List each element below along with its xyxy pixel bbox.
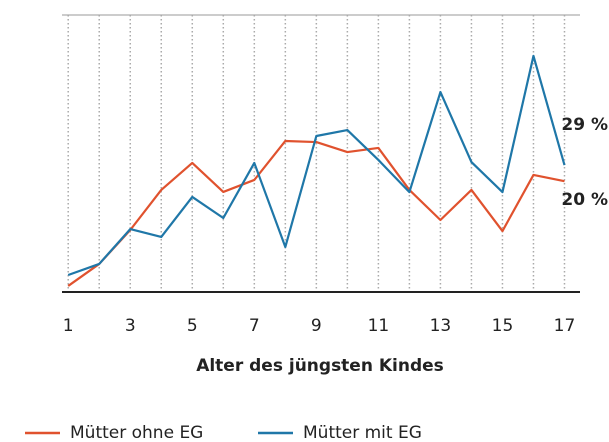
x-tick-label: 5	[187, 316, 198, 336]
x-tick-label: 13	[430, 316, 452, 336]
series-line	[67, 54, 566, 277]
x-axis-label: Alter des jüngsten Kindes	[196, 356, 444, 376]
x-tick-label: 11	[368, 316, 390, 336]
x-tick-label: 1	[63, 316, 74, 336]
legend-label: Mütter ohne EG	[70, 423, 203, 442]
x-tick-label: 7	[249, 316, 260, 336]
legend-label: Mütter mit EG	[303, 423, 422, 442]
x-tick-label: 15	[492, 316, 514, 336]
x-tick-label: 17	[554, 316, 576, 336]
value-label: 20 %	[561, 190, 608, 210]
x-tick-label: 3	[125, 316, 136, 336]
value-label: 29 %	[561, 115, 608, 135]
x-tick-label: 9	[311, 316, 322, 336]
series-line	[67, 139, 565, 287]
